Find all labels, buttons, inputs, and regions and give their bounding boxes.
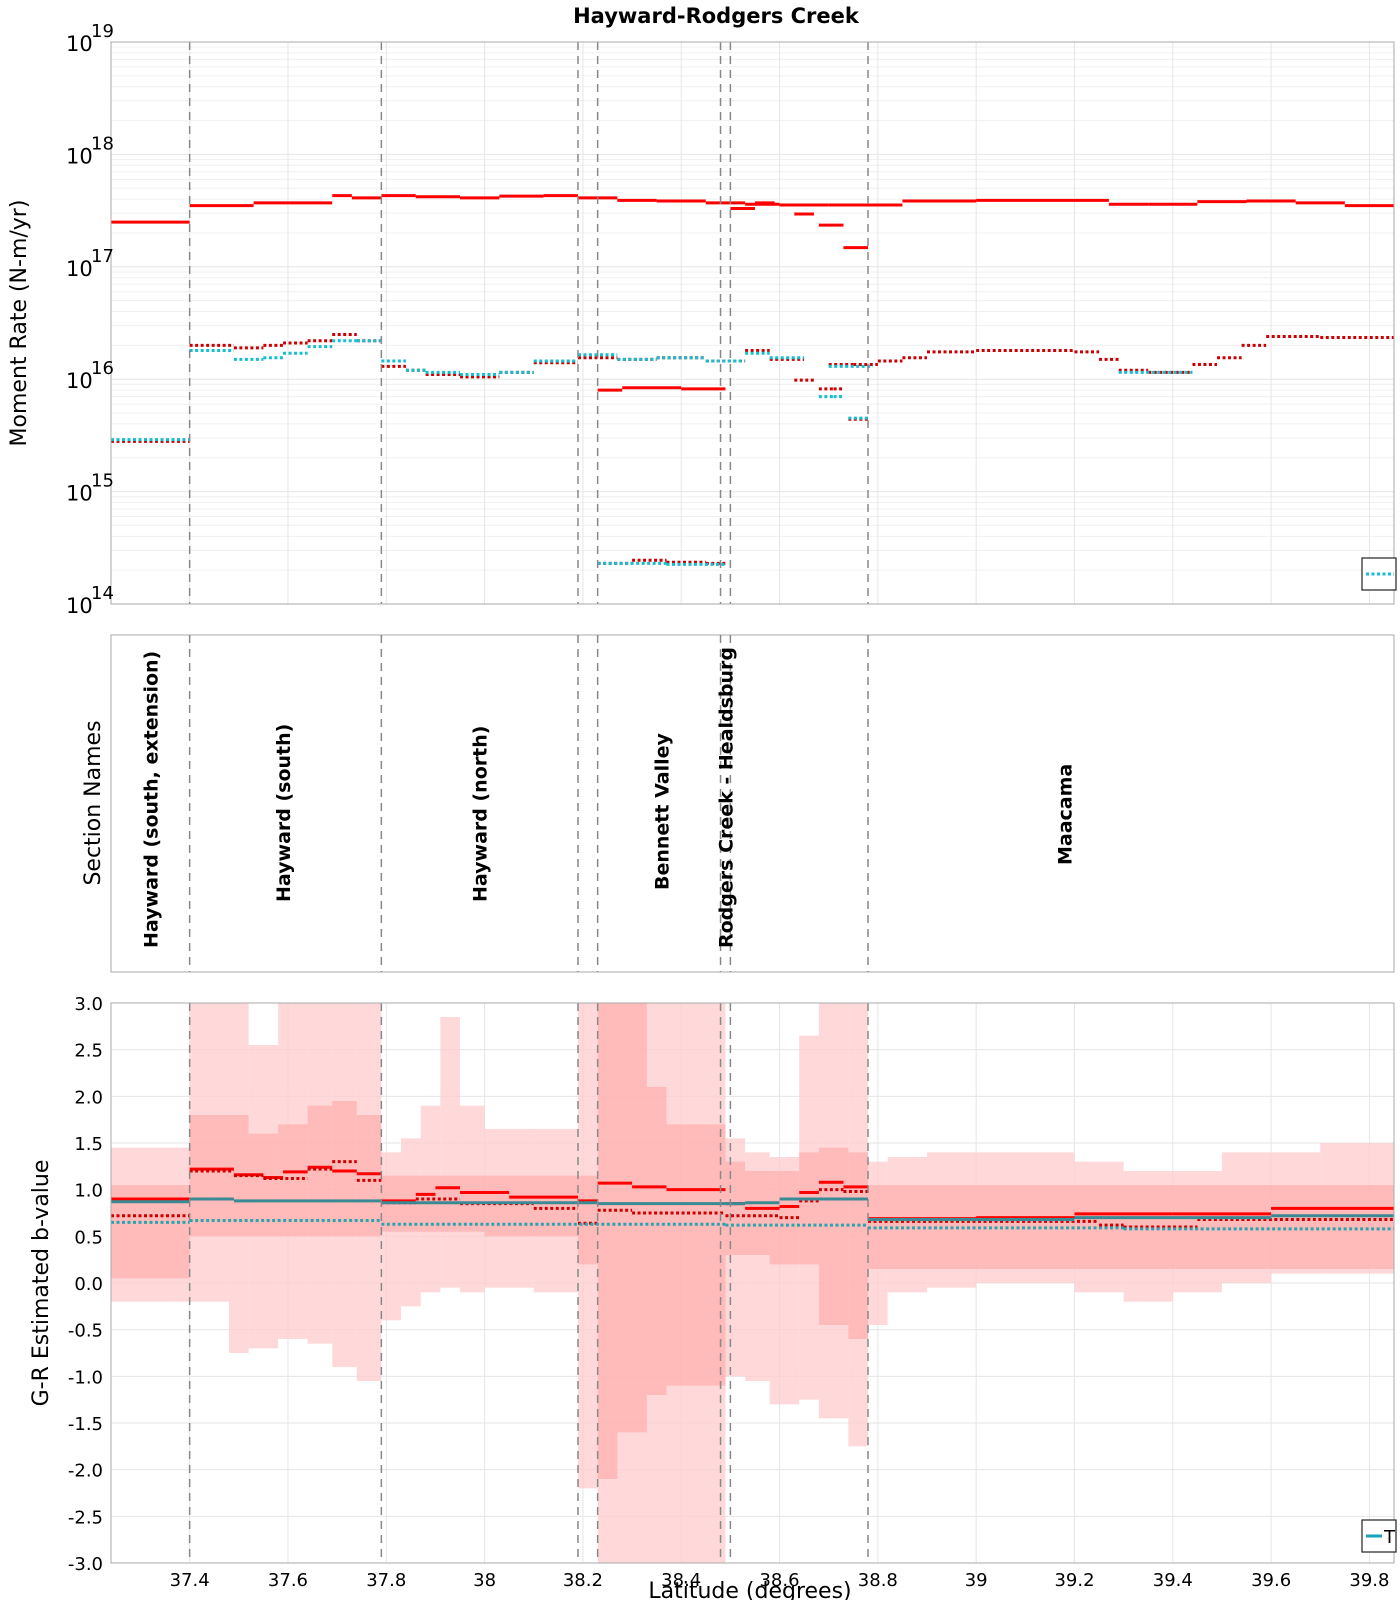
uncertainty-band-step: [818, 1147, 849, 1325]
y-tick-label: 0.0: [74, 1274, 103, 1295]
y-tick-label: -3.0: [68, 1554, 103, 1575]
uncertainty-band-step: [799, 1152, 819, 1265]
x-tick-label: 38.2: [563, 1570, 603, 1591]
x-tick-label: 38.8: [858, 1570, 898, 1591]
moment-rate-ylabel: Moment Rate (N-m/yr): [7, 200, 32, 447]
x-tick-label: 38.6: [759, 1570, 799, 1591]
section-name-label: Hayward (south): [273, 724, 295, 902]
section-names-ylabel: Section Names: [81, 720, 106, 885]
y-tick-label: 2.5: [74, 1041, 103, 1062]
y-tick-label: 10: [66, 32, 93, 56]
b-value-legend: T: [1361, 1519, 1397, 1553]
y-tick-label: 1.5: [74, 1134, 103, 1155]
uncertainty-band-step: [278, 1124, 308, 1237]
y-tick-exponent: 16: [91, 358, 114, 379]
section-name-label: Bennett Valley: [652, 733, 674, 890]
x-tick-label: 39.6: [1251, 1570, 1291, 1591]
y-tick-label: 10: [66, 369, 93, 393]
uncertainty-band-step: [189, 1115, 215, 1237]
uncertainty-band-step: [440, 1017, 461, 1288]
y-tick-label: 10: [66, 482, 93, 506]
section-names-panel: Hayward (south, extension) Hayward (south…: [81, 634, 1395, 973]
y-tick-exponent: 14: [91, 583, 114, 604]
x-tick-label: 39: [965, 1570, 988, 1591]
x-tick-label: 39.8: [1349, 1570, 1389, 1591]
chart-title: Hayward-Rodgers Creek: [573, 4, 860, 28]
y-tick-label: -1.0: [68, 1367, 103, 1388]
b-value-ylabel: G-R Estimated b-value: [29, 1160, 54, 1407]
uncertainty-band-step: [745, 1171, 770, 1255]
section-name-label: Rodgers Creek - Healdsburg: [715, 647, 737, 948]
section-name-label: Hayward (north): [470, 726, 492, 902]
y-tick-label: -0.5: [68, 1321, 103, 1342]
y-tick-label: 3.0: [74, 994, 103, 1015]
b-value-panel: 3.0 2.5 2.0 1.5 1.0 0.5 0.0 -0.5 -1.0 -1.5 -2.0 -2.…: [29, 994, 1397, 1600]
uncertainty-band-step: [666, 1124, 692, 1386]
uncertainty-band-step: [646, 1087, 667, 1395]
uncertainty-band-step: [848, 1152, 869, 1339]
y-tick-exponent: 15: [91, 471, 114, 492]
y-tick-label: -2.5: [68, 1507, 103, 1528]
y-tick-label: 2.0: [74, 1087, 103, 1108]
uncertainty-band-step: [725, 1161, 746, 1255]
y-tick-label: 0.5: [74, 1227, 103, 1248]
uncertainty-band-step: [617, 1003, 647, 1433]
uncertainty-band-step: [769, 1171, 800, 1265]
x-tick-label: 39.4: [1153, 1570, 1193, 1591]
moment-rate-frame: [110, 41, 1395, 605]
moment-rate-legend: [1361, 557, 1397, 591]
section-names-frame: [110, 634, 1395, 973]
y-tick-exponent: 17: [91, 246, 114, 267]
y-tick-exponent: 18: [91, 133, 114, 154]
x-tick-label: 38: [473, 1570, 496, 1591]
x-tick-label: 37.8: [366, 1570, 406, 1591]
y-tick-label: 10: [66, 144, 93, 168]
y-tick-label: -2.0: [68, 1461, 103, 1482]
y-tick-label: 10: [66, 594, 93, 618]
y-tick-label: 10: [66, 257, 93, 281]
uncertainty-band-step: [307, 1105, 333, 1237]
uncertainty-band-step: [691, 1124, 726, 1386]
section-name-label: Maacama: [1055, 764, 1077, 865]
x-axis-label: Latitude (degrees): [648, 1579, 851, 1600]
x-tick-label: 37.6: [268, 1570, 308, 1591]
uncertainty-band-step: [577, 1175, 598, 1265]
uncertainty-band-step: [332, 1101, 357, 1237]
uncertainty-band-step: [356, 1115, 382, 1237]
y-tick-label: -1.5: [68, 1414, 103, 1435]
x-tick-label: 37.4: [170, 1570, 210, 1591]
uncertainty-band-step: [597, 1003, 618, 1479]
x-tick-label: 38.4: [661, 1570, 701, 1591]
y-tick-label: 1.0: [74, 1181, 103, 1202]
b-value-frame: [110, 1002, 1395, 1564]
legend-text: T: [1383, 1527, 1396, 1548]
y-tick-exponent: 19: [91, 21, 114, 42]
x-tick-label: 39.2: [1054, 1570, 1094, 1591]
uncertainty-band-step: [484, 1175, 578, 1237]
section-name-label: Hayward (south, extension): [140, 651, 162, 948]
